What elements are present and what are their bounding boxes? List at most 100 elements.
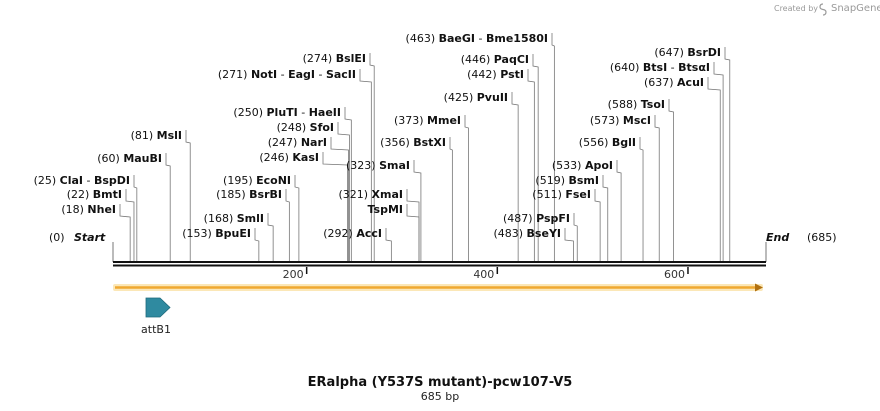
site-lines [119, 33, 731, 261]
site-position: (195) [223, 174, 256, 187]
site-label-tsoi: (588) TsoI [608, 98, 665, 111]
enzyme-name: ClaI [60, 174, 83, 187]
enzyme-name: EagI [288, 68, 315, 81]
site-line-btsi [713, 62, 724, 261]
end-label: End [766, 231, 789, 244]
enzyme-name: MmeI [427, 114, 461, 127]
start-label: Start [74, 231, 106, 244]
orf-bar [113, 283, 763, 292]
site-position: (248) [277, 121, 310, 134]
site-position: (533) [552, 159, 585, 172]
created-by-text: Created by [774, 4, 818, 13]
start-marker: (0) Start [49, 231, 114, 262]
site-position: (185) [216, 188, 249, 201]
site-label-maubi: (60) MauBI [97, 152, 162, 165]
site-label-econi: (195) EcoNI [223, 174, 291, 187]
site-label-msci: (573) MscI [590, 114, 651, 127]
enzyme-name: AccI [356, 227, 382, 240]
site-position: (647) [654, 46, 687, 59]
site-label-sfoi: (248) SfoI [277, 121, 334, 134]
site-separator: - [83, 174, 94, 187]
ruler-tick-label-400: 400 [473, 268, 494, 281]
site-line-bsmi [602, 175, 609, 261]
site-position: (463) [406, 32, 439, 45]
site-label-xmai: (321) XmaI [338, 188, 403, 201]
site-line-acui [707, 77, 721, 261]
site-line-bslei [369, 53, 375, 261]
site-position: (483) [493, 227, 526, 240]
backbone [113, 261, 766, 267]
site-label-bsmi: (519) BsmI [535, 174, 599, 187]
site-position: (519) [535, 174, 568, 187]
site-label-bstxi: (356) BstXI [380, 136, 446, 149]
enzyme-name: BsmI [569, 174, 600, 187]
site-line-bpuei [254, 228, 260, 261]
site-position: (373) [394, 114, 427, 127]
site-label-bmti: (22) BmtI [67, 188, 122, 201]
enzyme-name: PstI [500, 68, 524, 81]
enzyme-name: PaqCI [494, 53, 529, 66]
site-position: (323) [346, 159, 379, 172]
site-position: (247) [268, 136, 301, 149]
enzyme-name: EcoNI [256, 174, 291, 187]
site-position: (573) [590, 114, 623, 127]
site-line-econi [294, 175, 300, 261]
enzyme-name: BglI [612, 136, 636, 149]
enzyme-name: MauBI [123, 152, 162, 165]
site-separator: - [315, 68, 326, 81]
enzyme-name: MslI [157, 129, 182, 142]
enzyme-name: PvuII [477, 91, 508, 104]
site-label-bpuei: (153) BpuEI [182, 227, 251, 240]
site-line-paqci [532, 54, 539, 261]
ruler-tick-label-600: 600 [664, 268, 685, 281]
site-line-bstxi [449, 137, 453, 261]
site-label-pspfi: (487) PspFI [503, 212, 570, 225]
site-position: (446) [461, 53, 494, 66]
site-line-acci [385, 228, 392, 261]
site-position: (25) [34, 174, 60, 187]
enzyme-name: AcuI [677, 76, 704, 89]
site-line-kasi [322, 152, 348, 261]
enzyme-name: NheI [87, 203, 116, 216]
site-line-noti [359, 69, 372, 261]
site-position: (250) [233, 106, 266, 119]
enzyme-name: ApoI [585, 159, 613, 172]
site-label-acci: (292) AccI [323, 227, 382, 240]
snapgene-brand: SnapGene [831, 3, 880, 14]
site-line-tspmi [406, 204, 420, 261]
site-line-xmai [406, 189, 420, 261]
site-label-psti: (442) PstI [467, 68, 524, 81]
site-label-pluti: (250) PluTI - HaeII [233, 106, 341, 119]
site-label-bgli: (556) BglI [579, 136, 636, 149]
site-position: (356) [380, 136, 413, 149]
site-separator: - [475, 32, 486, 45]
enzyme-name: PspFI [536, 212, 570, 225]
site-line-bseyi [564, 228, 574, 261]
feature-attB1: attB1 [141, 297, 171, 336]
start-position: (0) [49, 231, 65, 244]
site-line-tsoi [668, 99, 674, 261]
site-label-clai: (25) ClaI - BspDI [34, 174, 130, 187]
enzyme-name: BspDI [94, 174, 130, 187]
site-line-mmei [464, 115, 469, 261]
sequence-length: 685 bp [421, 390, 459, 403]
enzyme-name: SmlI [237, 212, 264, 225]
enzyme-name: BtsαI [678, 61, 710, 74]
site-label-btsi: (640) BtsI - BtsαI [610, 61, 710, 74]
enzyme-name: SmaI [379, 159, 410, 172]
site-position: (168) [204, 212, 237, 225]
site-label-kasi: (246) KasI [259, 151, 319, 164]
site-label-mmei: (373) MmeI [394, 114, 461, 127]
site-position: (487) [503, 212, 536, 225]
enzyme-name: Bme1580I [486, 32, 548, 45]
enzyme-name: PluTI [266, 106, 297, 119]
site-label-noti: (271) NotI - EagI - SacII [218, 68, 356, 81]
enzyme-name: BsrBI [249, 188, 282, 201]
ruler-tick-label-200: 200 [283, 268, 304, 281]
enzyme-name: NarI [301, 136, 327, 149]
site-line-sfoi [337, 122, 350, 261]
site-line-bsrdi [724, 47, 731, 261]
attB1-label: attB1 [141, 323, 171, 336]
site-position: (22) [67, 188, 93, 201]
